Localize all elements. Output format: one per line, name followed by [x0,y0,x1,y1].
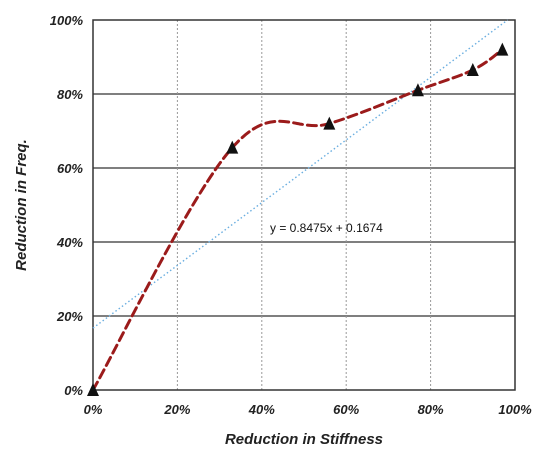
data-point-marker [411,83,424,97]
data-point-marker [87,383,99,396]
x-tick-label: 20% [163,402,190,417]
data-point-marker [466,62,479,76]
x-axis-title: Reduction in Stiffness [225,431,383,448]
data-point-marker [496,42,509,56]
y-axis-title: Reduction in Freq. [13,139,30,271]
x-tick-label: 40% [248,402,275,417]
grid [93,20,515,390]
x-tick-label: 80% [418,402,444,417]
x-tick-label: 100% [498,402,532,417]
x-tick-labels: 0% 20% 40% 60% 80% 100% [84,402,532,417]
y-tick-label: 80% [57,87,83,102]
x-tick-label: 60% [333,402,359,417]
plot-frame [92,19,516,391]
y-tick-label: 100% [50,13,84,28]
trendline-equation: y = 0.8475x + 0.1674 [270,221,383,235]
data-point-marker [226,140,239,154]
y-tick-label: 40% [56,235,83,250]
y-tick-label: 20% [56,309,83,324]
series-group [87,42,509,396]
y-tick-label: 60% [57,161,83,176]
y-tick-label: 0% [64,383,83,398]
data-point-marker [323,116,336,130]
x-tick-label: 0% [84,402,103,417]
y-tick-labels: 0% 20% 40% 60% 80% 100% [50,13,84,398]
